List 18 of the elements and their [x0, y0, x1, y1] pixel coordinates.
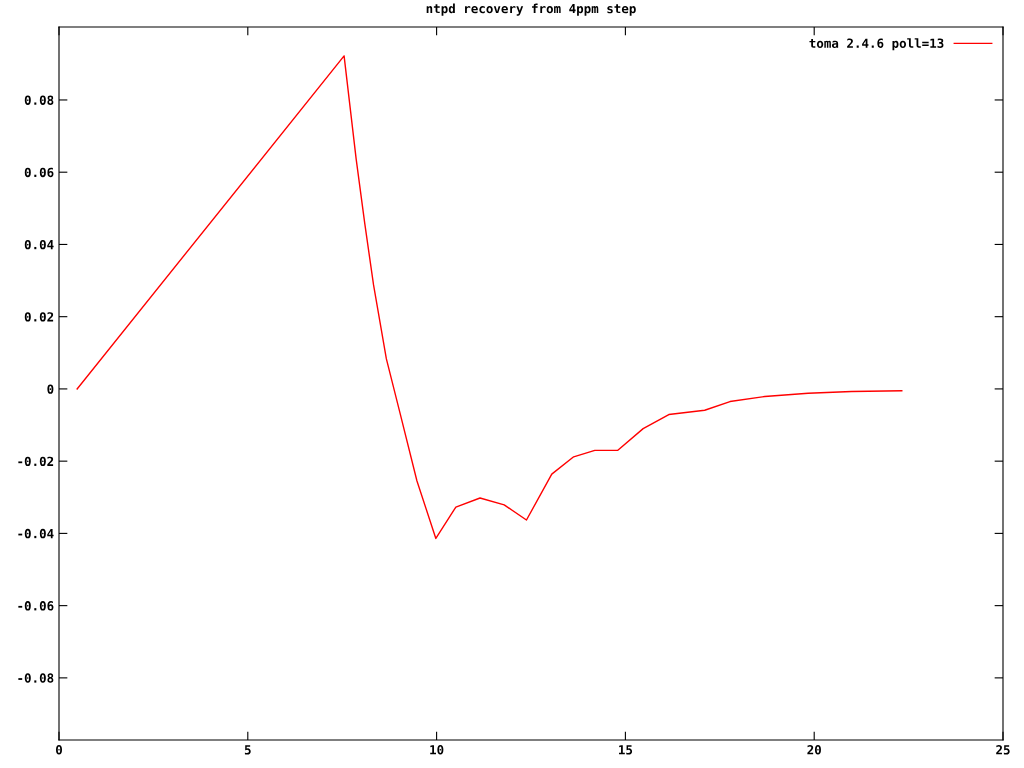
chart-title: ntpd recovery from 4ppm step [426, 3, 636, 16]
x-tick-label: 5 [244, 745, 251, 755]
y-tick-label: -0.04 [18, 528, 54, 539]
line-series [76, 55, 903, 540]
y-tick-label: 0.08 [24, 95, 54, 105]
y-tick-label: -0.06 [18, 601, 54, 611]
y-tick-label: 0.04 [24, 239, 54, 250]
y-tick-label: -0.02 [18, 456, 54, 467]
x-tick-label: 0 [55, 745, 63, 755]
x-tick-label: 20 [807, 745, 821, 755]
x-tick-label: 15 [619, 745, 633, 755]
y-tick-label: -0.08 [18, 673, 54, 683]
y-tick-label: 0.02 [24, 312, 54, 322]
y-tick-label: 0 [47, 384, 54, 394]
x-tick-label: 25 [996, 745, 1010, 755]
y-tick-label: 0.06 [24, 167, 54, 178]
legend-label: toma 2.4.6 poll=13 [809, 38, 944, 51]
x-tick-label: 10 [430, 745, 444, 755]
